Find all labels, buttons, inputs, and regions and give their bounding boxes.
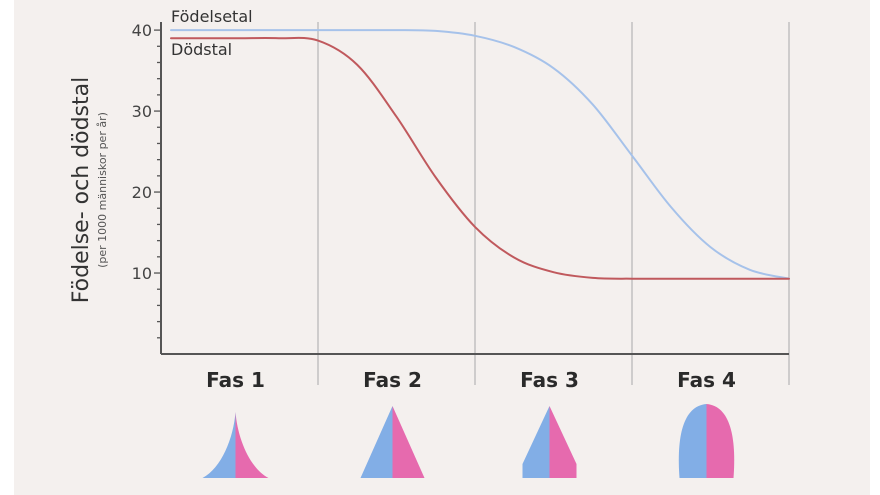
pyramid-female-half	[392, 406, 425, 478]
pyramid-male-half	[360, 406, 393, 478]
pyramid-female-half	[706, 404, 735, 478]
pyramid-male-half	[522, 406, 550, 478]
pyramid-male-half	[678, 404, 707, 478]
legend-birth-rate: Födelsetal	[171, 7, 253, 26]
y-tick-label: 40	[132, 21, 152, 40]
population-pyramid-stage-3	[522, 406, 577, 478]
phase-label: Fas 4	[677, 368, 736, 392]
y-tick-label: 30	[132, 102, 152, 121]
y-axis-subtitle: (per 1000 människor per år)	[96, 112, 109, 268]
phase-label: Fas 3	[520, 368, 579, 392]
population-pyramid-stage-4	[678, 404, 735, 478]
plot-area: 10 20 30 40 Fas 1 Fas 2 Fas 3 Fas 4 Födelsetal Dö…	[132, 7, 790, 392]
pyramid-male-half	[202, 412, 236, 478]
y-tick-label: 10	[132, 264, 152, 283]
phase-label: Fas 2	[363, 368, 422, 392]
y-axis-title: Födelse- och dödstal	[69, 77, 94, 303]
population-pyramid-stage-2	[360, 406, 425, 478]
demographic-transition-chart: Födelse- och dödstal (per 1000 människor…	[69, 7, 790, 478]
phase-label: Fas 1	[206, 368, 265, 392]
chart-stage: Födelse- och dödstal (per 1000 människor…	[14, 0, 870, 495]
population-pyramids	[202, 404, 735, 478]
series-line-birth-rate	[170, 29, 790, 280]
pyramid-female-half	[549, 406, 577, 478]
population-pyramid-stage-1	[202, 412, 269, 478]
pyramid-female-half	[235, 412, 269, 478]
y-tick-label: 20	[132, 183, 152, 202]
legend-death-rate: Dödstal	[171, 40, 232, 59]
series-line-death-rate	[170, 36, 790, 280]
